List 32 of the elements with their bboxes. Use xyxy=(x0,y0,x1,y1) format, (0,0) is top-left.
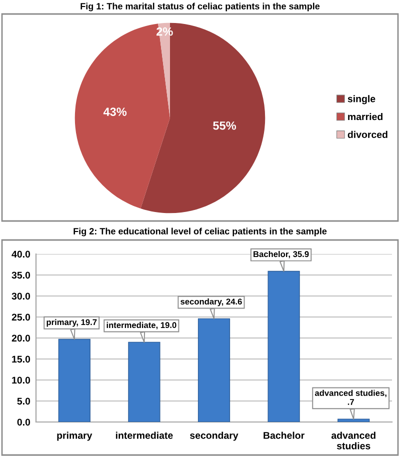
data-label: advanced studies, .7 xyxy=(314,390,386,405)
y-tick-label: 10.0 xyxy=(12,376,30,384)
data-label: 43% xyxy=(103,108,127,116)
data-label: secondary, 24.6 xyxy=(180,298,242,306)
data-label: 55% xyxy=(213,121,236,130)
x-tick-label: intermediate xyxy=(116,432,173,439)
bar xyxy=(338,418,370,422)
bar xyxy=(58,338,90,422)
y-tick-label: 15.0 xyxy=(12,356,30,363)
bar xyxy=(128,342,160,422)
x-tick-label: primary xyxy=(57,432,92,441)
legend-label: married xyxy=(348,113,382,120)
x-tick-label: advanced studies xyxy=(331,432,376,450)
legend-label: single xyxy=(348,95,376,104)
bar xyxy=(198,318,230,422)
y-tick-label: 35.0 xyxy=(12,272,30,279)
data-label: Bachelor, 35.9 xyxy=(254,250,309,258)
y-tick-label: 0.0 xyxy=(17,418,30,426)
chart-title: Fig 2: The educational level of celiac patients in the sample xyxy=(74,228,327,236)
x-tick-label: Bachelor xyxy=(264,432,304,439)
y-tick-label: 40.0 xyxy=(12,250,30,258)
y-tick-label: 30.0 xyxy=(12,292,30,300)
y-tick-label: 25.0 xyxy=(12,314,30,321)
pie-slice xyxy=(140,22,266,214)
y-tick-label: 20.0 xyxy=(12,334,30,342)
y-tick-label: 5.0 xyxy=(17,398,30,405)
x-tick-label: secondary xyxy=(190,432,238,441)
data-label: primary, 19.7 xyxy=(46,318,97,327)
legend-label: divorced xyxy=(348,130,388,138)
data-label: intermediate, 19.0 xyxy=(106,322,176,330)
bar xyxy=(268,270,300,422)
chart-title: Fig 1: The marital status of celiac patients in the sample xyxy=(80,2,320,12)
